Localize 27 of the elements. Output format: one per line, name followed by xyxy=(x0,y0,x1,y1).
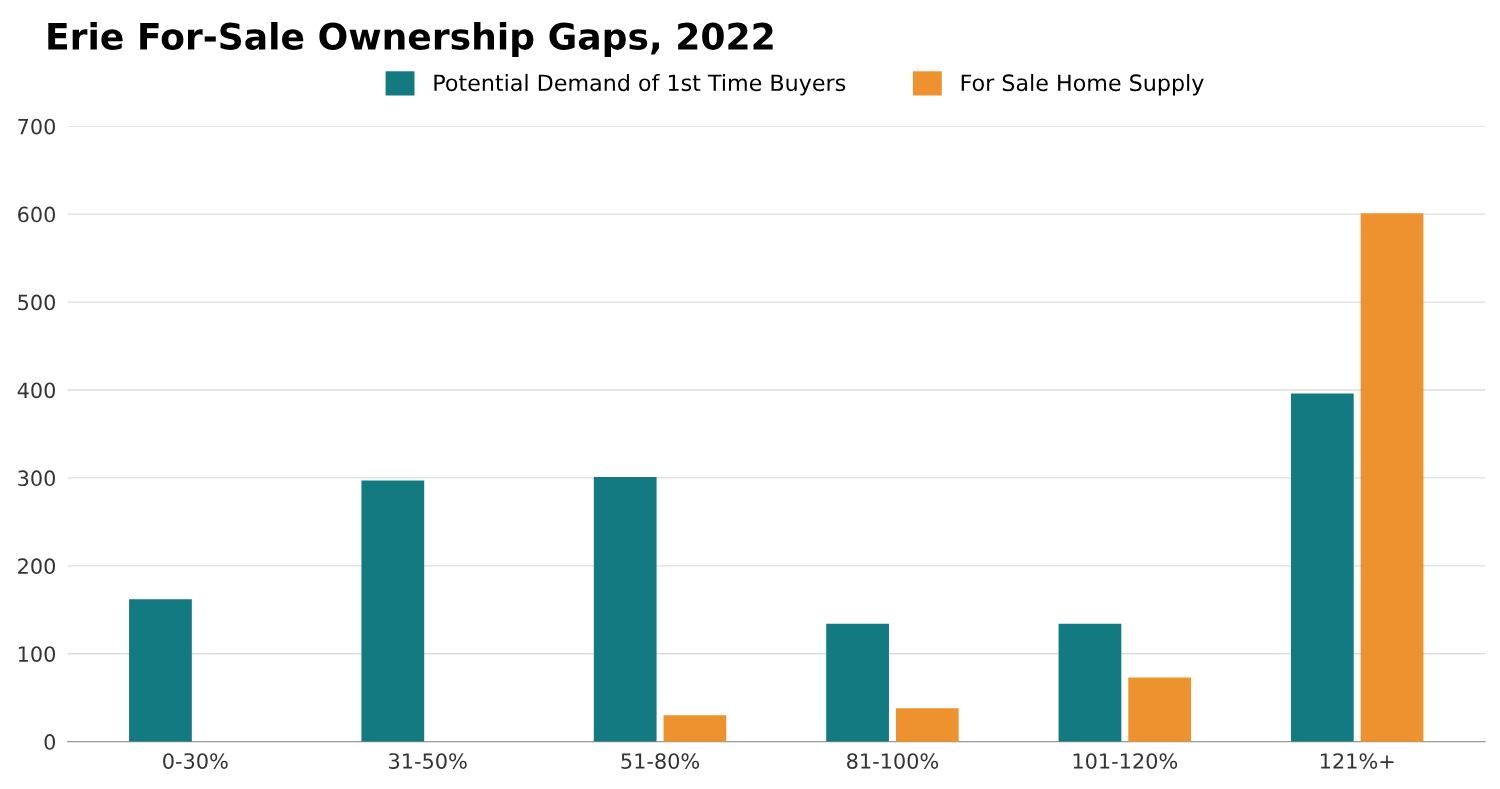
x-tick-label: 0-30% xyxy=(163,753,228,769)
bar xyxy=(895,708,959,742)
legend-label: Potential Demand of 1st Time Buyers xyxy=(434,73,846,96)
x-tick-label: 81-100% xyxy=(847,753,939,769)
chart-title: Erie For-Sale Ownership Gaps, 2022 xyxy=(48,21,773,57)
bar xyxy=(361,480,425,742)
y-tick-label: 0 xyxy=(44,734,56,750)
y-tick-label: 700 xyxy=(18,118,55,135)
y-tick-label: 500 xyxy=(18,294,55,311)
bar xyxy=(593,477,657,742)
bar xyxy=(1360,213,1424,742)
x-tick-label: 121%+ xyxy=(1320,753,1394,769)
bar xyxy=(1290,393,1354,742)
bar xyxy=(663,715,727,742)
y-tick-label: 300 xyxy=(18,470,55,487)
x-tick-label: 31-50% xyxy=(389,753,467,769)
y-tick-label: 100 xyxy=(18,646,55,662)
legend-label: For Sale Home Supply xyxy=(961,73,1204,96)
y-tick-label: 200 xyxy=(18,558,55,575)
bar xyxy=(1058,623,1122,742)
bar xyxy=(129,599,192,742)
x-tick-label: 101-120% xyxy=(1073,753,1178,769)
y-tick-label: 600 xyxy=(18,206,55,223)
bar xyxy=(826,623,889,742)
y-tick-label: 400 xyxy=(17,382,55,399)
x-tick-label: 51-80% xyxy=(621,753,700,769)
bar xyxy=(1128,677,1192,742)
